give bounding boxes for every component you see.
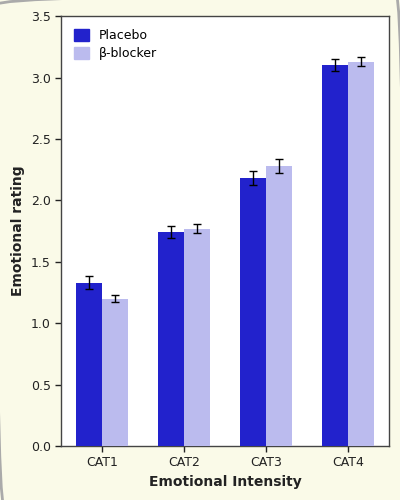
Y-axis label: Emotional rating: Emotional rating	[11, 166, 25, 296]
Legend: Placebo, β-blocker: Placebo, β-blocker	[67, 22, 163, 66]
Bar	[240, 178, 266, 446]
Bar	[184, 228, 210, 446]
Bar	[158, 232, 184, 446]
Bar	[102, 298, 128, 446]
Bar	[266, 166, 292, 446]
Bar	[348, 62, 374, 446]
Bar	[322, 65, 348, 446]
X-axis label: Emotional Intensity: Emotional Intensity	[149, 475, 301, 489]
Bar	[76, 282, 102, 446]
